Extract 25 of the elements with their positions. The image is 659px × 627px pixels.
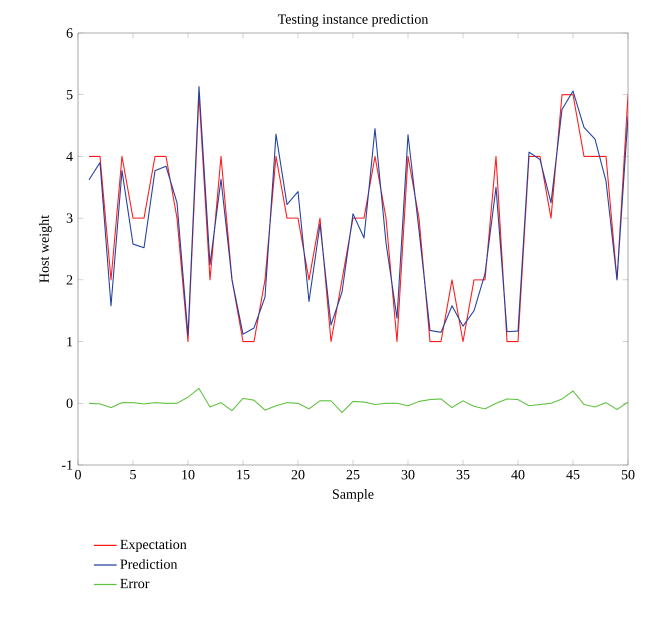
y-tick-label: 5	[66, 90, 73, 100]
x-tick-label: 0	[75, 470, 81, 480]
y-tick-label: -1	[62, 460, 72, 470]
x-tick-label: 50	[622, 470, 634, 480]
x-tick-label: 15	[237, 470, 250, 480]
x-tick-label: 25	[346, 470, 360, 480]
x-tick-label: 45	[566, 470, 580, 480]
x-tick-label: 35	[456, 470, 470, 480]
y-tick-label: 6	[66, 28, 73, 38]
x-tick-label: 20	[292, 470, 304, 480]
legend-label: Prediction	[120, 559, 178, 569]
y-axis-title: Host weight	[39, 215, 52, 283]
y-tick-label: 4	[66, 152, 73, 162]
x-tick-label: 5	[130, 470, 136, 480]
y-tick-label: 2	[66, 275, 72, 284]
y-tick-label: 0	[66, 398, 73, 408]
legend-label: Expectation	[120, 540, 187, 552]
x-tick-label: 30	[402, 470, 414, 480]
chart-title: Testing instance prediction	[278, 14, 428, 27]
y-tick-label: 3	[66, 213, 73, 223]
y-tick-label: 1	[67, 336, 72, 346]
legend-label: Error	[120, 578, 150, 588]
x-tick-label: 40	[511, 470, 524, 480]
x-axis-title: Sample	[332, 488, 374, 502]
x-tick-label: 10	[182, 470, 194, 480]
